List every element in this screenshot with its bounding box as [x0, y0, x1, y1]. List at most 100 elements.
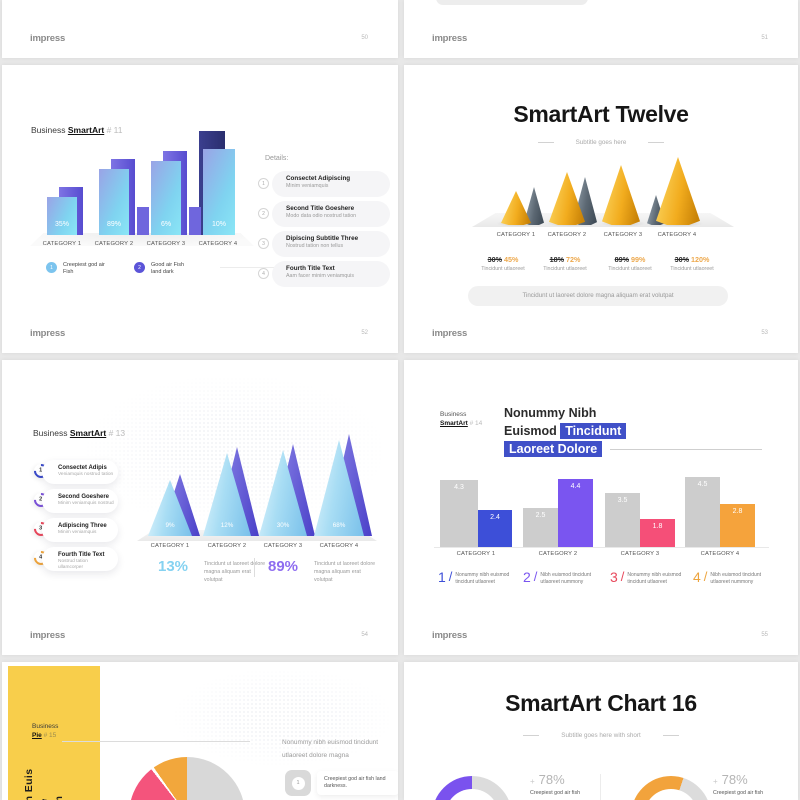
stat-3: 89% 99% Tincidunt utlaoreet [598, 255, 662, 272]
item-title: Consectet Adipis [58, 465, 107, 471]
detail-sub: Aam facer minim veniamquis [286, 273, 354, 279]
stat-old: 30% [674, 255, 689, 264]
stat-value-2: 89% [268, 558, 299, 575]
impress-logo: impress [432, 328, 468, 339]
category-label: CATEGORY 2 [94, 241, 134, 247]
page-number: 54 [361, 632, 368, 638]
legend-dot-2: 2 [134, 262, 145, 273]
heading-highlight-2: Laoreet Dolore [504, 441, 603, 457]
subtitle: Subtitle goes here [575, 139, 627, 146]
stat-caption: Tincidunt utlaoreet [543, 266, 587, 272]
bar3d-1: 35% [47, 197, 77, 235]
detail-item-2: Second Title Goeshere Modo data odio nos… [272, 201, 390, 227]
impress-logo: impress [30, 33, 66, 44]
bar-value: 1.8 [652, 523, 663, 530]
legend-text-2: Good air Fish land dark [151, 262, 185, 275]
stat-value: 78% [538, 772, 565, 787]
bar-value: 35% [54, 221, 69, 228]
slide-title-num: # 15 [41, 732, 57, 739]
slide-thumb-53[interactable]: SmartArt Twelve Subtitle goes here CATEG… [404, 65, 798, 353]
bar-gray-1: 4.3 [440, 480, 478, 547]
detail-sub: Minim veniamquis [286, 183, 329, 189]
footnote-2: 2/ Nibh euismod tincidunt utlaoreet numm… [523, 570, 598, 585]
stat-text-2: Tincidunt ut laoreet dolore magna aliqua… [314, 561, 376, 583]
yellow-cone-3 [602, 165, 640, 225]
item-title: Fourth Title Text [58, 552, 105, 558]
slide-title: SmartArt Chart 16 [505, 690, 697, 716]
slide-thumb-52[interactable]: Business SmartArt # 11 35% 89% 6% 10% CA… [2, 65, 398, 353]
stat-new: 99% [631, 255, 646, 264]
slide-label: Business SmartArt # 14 [440, 410, 482, 428]
plus-icon: + [713, 777, 718, 786]
bar-pink-3: 1.8 [640, 519, 675, 547]
bar-gray-4: 4.5 [685, 477, 720, 547]
heading-line-2-plain: Euismod [504, 424, 561, 438]
bar-value: 4.4 [570, 483, 581, 490]
category-label: CATEGORY 1 [150, 543, 190, 549]
slide-thumb-55[interactable]: Business SmartArt # 14 Nonummy Nibh Euis… [404, 360, 798, 655]
stat-text-1: Tincidunt ut laoreet dolore magna aliqua… [204, 561, 266, 583]
slide-label-num: # 14 [467, 420, 483, 427]
banner-remnant [436, 0, 588, 5]
item-sub: Minim veniamquis nostrud [58, 501, 114, 506]
footnote-1: 1/ Nonummy nibh euismod tincidunt utlaor… [438, 570, 513, 585]
category-label: CATEGORY 4 [657, 232, 697, 238]
yellow-cone-1 [501, 191, 531, 225]
impress-logo: impress [30, 630, 66, 641]
item-title: Adipiscing Three [58, 523, 107, 529]
item-badge: 1 [285, 770, 311, 796]
stat-new: 72% [566, 255, 581, 264]
vertical-line-3: Magna Aliquam [53, 748, 66, 800]
category-label: CATEGORY 2 [547, 232, 587, 238]
heading-line-1: Nonummy Nibh [504, 406, 597, 420]
triangle-value: 68% [332, 522, 346, 529]
footnote-num: 1 [438, 569, 446, 585]
stat-caption: Tincidunt utlaoreet [608, 266, 652, 272]
footnote-text: Nibh euismod tincidunt utlaoreet nummony [710, 572, 762, 585]
banner: Tincidunt ut laoreet dolore magna aliqua… [468, 286, 728, 306]
slide-title: SmartArt Twelve [513, 101, 689, 127]
slide-title: Business Pie # 15 [32, 722, 58, 740]
subtitle-row: Subtitle goes here with short [404, 732, 798, 739]
bar-orange-4: 2.8 [720, 504, 755, 547]
slide-title-bold: SmartArt [67, 125, 105, 135]
slide-thumb-50[interactable]: impress 50 [2, 0, 398, 58]
item-sub: Veniamquis nostrud tation [58, 472, 114, 477]
list-item-4: Fourth Title Text Nostrud tation ullamco… [42, 547, 118, 571]
detail-title: Consectet Adipiscing [286, 175, 351, 182]
detail-num-3: 3 [258, 238, 269, 249]
footnote-num: 2 [523, 569, 531, 585]
triangle-value: 9% [165, 522, 175, 529]
donut-stat-1: +78% Creepiest god air fish [530, 772, 590, 797]
body-text: Nonummy nibh euismod tincidunt utlaoreet… [282, 739, 379, 759]
footnote-num: 4 [693, 569, 701, 585]
page-number: 55 [761, 632, 768, 638]
page-number: 53 [761, 330, 768, 336]
category-label: CATEGORY 1 [496, 232, 536, 238]
stat-caption: Tincidunt utlaoreet [481, 266, 525, 272]
footnote-3: 3/ Nonummy nibh euismod tincidunt utlaor… [610, 570, 685, 585]
slide-title-bold: SmartArt [69, 428, 107, 438]
slide-thumb-15[interactable]: Business Pie # 15 Nonummy Nibh Euis Laor… [2, 662, 398, 800]
page-number: 51 [761, 35, 768, 41]
slide-label-prefix: Business [440, 411, 467, 418]
slide-thumb-16[interactable]: SmartArt Chart 16 Subtitle goes here wit… [404, 662, 798, 800]
details-label: Details: [265, 155, 289, 162]
slide-label-bold: SmartArt [440, 420, 468, 427]
item-title: Second Goeshere [58, 494, 110, 500]
bar3d-stub-4 [189, 207, 201, 235]
slide-thumb-54[interactable]: Business SmartArt # 13 1 Consectet Adipi… [2, 360, 398, 655]
triangle-value: 12% [220, 522, 234, 529]
slide-title-bold: Pie [32, 732, 42, 739]
detail-title: Second Title Goeshere [286, 205, 355, 212]
subtitle-dash-right [648, 142, 665, 143]
legend-item-2: 2 Good air Fish land dark [134, 262, 195, 276]
bar3d-stub-3 [137, 207, 149, 235]
stat-4: 30% 120% Tincidunt utlaoreet [660, 255, 724, 272]
stat-old: 18% [549, 255, 564, 264]
slide-thumb-51[interactable]: impress 51 [404, 0, 798, 58]
bar-value: 3.5 [617, 497, 628, 504]
slide-title-prefix: Business [31, 125, 68, 135]
detail-title: Dipiscing Subtitle Three [286, 235, 359, 242]
list-item-3: Adipiscing Three Minim veniamquis [42, 518, 118, 542]
